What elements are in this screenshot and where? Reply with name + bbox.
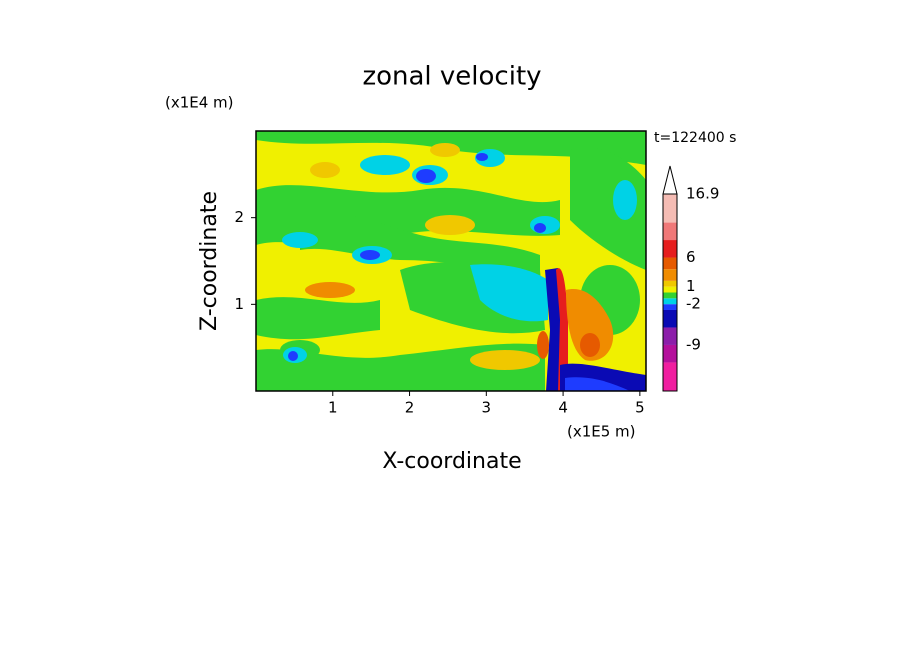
y-tick-label: 1 bbox=[234, 295, 244, 313]
colorbar-segment bbox=[663, 194, 677, 223]
colorbar-label: -9 bbox=[686, 335, 701, 353]
colorbar-segment bbox=[663, 286, 677, 293]
colorbar-segment bbox=[663, 304, 677, 310]
colorbar-segment bbox=[663, 222, 677, 241]
colorbar-label: 16.9 bbox=[686, 185, 719, 203]
colorbar-label: 1 bbox=[686, 277, 696, 295]
x-axis-label: X-coordinate bbox=[382, 449, 521, 474]
y-tick-label: 2 bbox=[234, 208, 244, 226]
chart-title: zonal velocity bbox=[362, 62, 541, 92]
x-unit: (x1E5 m) bbox=[567, 423, 636, 441]
x-tick-label: 5 bbox=[635, 399, 645, 417]
x-tick-label: 2 bbox=[405, 399, 415, 417]
colorbar-label: 6 bbox=[686, 248, 696, 266]
colorbar-segment bbox=[663, 257, 677, 270]
colorbar-segment bbox=[663, 292, 677, 299]
colorbar-segment bbox=[663, 269, 677, 281]
contour-field bbox=[256, 131, 646, 391]
y-unit: (x1E4 m) bbox=[165, 94, 234, 112]
colorbar-arrow bbox=[662, 165, 678, 195]
colorbar-segment bbox=[663, 298, 677, 305]
y-axis-label: Z-coordinate bbox=[197, 191, 222, 331]
x-tick-label: 1 bbox=[328, 399, 338, 417]
plot-frame bbox=[255, 130, 647, 392]
x-tick-label: 3 bbox=[482, 399, 492, 417]
colorbar-segment bbox=[663, 344, 677, 363]
colorbar-segment bbox=[663, 240, 677, 258]
x-tick-label: 4 bbox=[558, 399, 568, 417]
colorbar-label: -2 bbox=[686, 295, 701, 313]
colorbar-segment bbox=[663, 362, 677, 391]
colorbar-frame bbox=[662, 193, 678, 392]
colorbar-segment bbox=[663, 309, 677, 328]
colorbar-segment bbox=[663, 280, 677, 287]
colorbar-segment bbox=[663, 327, 677, 345]
annotation: t=122400 s bbox=[654, 130, 736, 146]
